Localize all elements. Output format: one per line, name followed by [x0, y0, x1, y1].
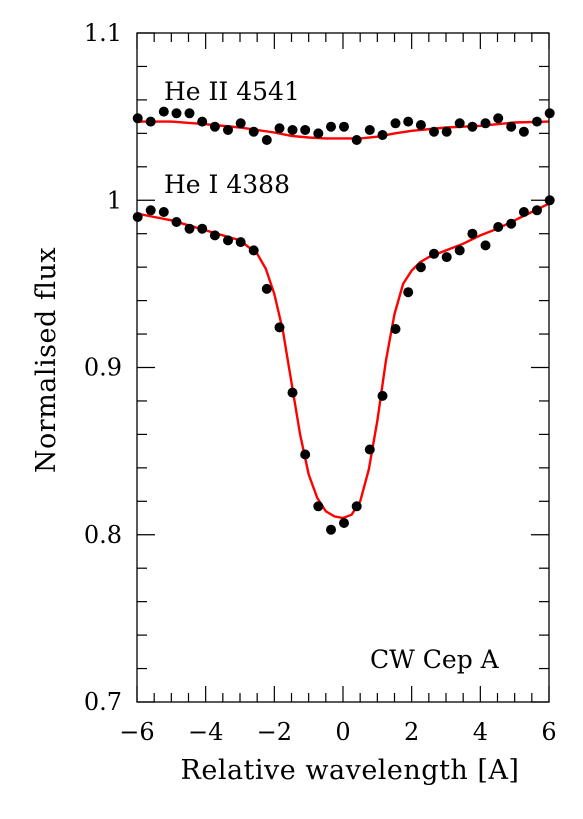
y-tick-label: 1: [107, 186, 122, 214]
data-point-he-ii-4541: [441, 126, 452, 137]
x-tick-label: −6: [119, 718, 154, 746]
data-point-he-ii-4541: [223, 125, 233, 135]
data-point-he-ii-4541: [197, 116, 208, 127]
data-point-he-i-4388: [184, 223, 195, 234]
data-point-he-i-4388: [145, 205, 156, 216]
data-point-he-ii-4541: [506, 121, 517, 132]
plot-frame: [136, 32, 550, 703]
data-point-he-i-4388: [351, 501, 362, 512]
data-point-he-ii-4541: [480, 118, 491, 129]
x-tick-label: 6: [541, 718, 556, 746]
data-point-he-ii-4541: [364, 125, 375, 135]
data-point-he-ii-4541: [454, 118, 465, 129]
data-point-he-i-4388: [377, 390, 388, 401]
y-tick-label: 0.7: [84, 688, 122, 716]
data-point-he-ii-4541: [339, 121, 349, 132]
data-point-he-ii-4541: [390, 118, 401, 129]
x-tick-label: 2: [404, 718, 419, 746]
data-point-he-ii-4541: [313, 128, 324, 139]
x-tick-label: −2: [257, 718, 292, 746]
data-point-he-i-4388: [518, 207, 529, 217]
data-point-he-ii-4541: [261, 135, 272, 145]
data-point-he-ii-4541: [158, 106, 169, 117]
y-axis-label: Normalised flux: [31, 247, 62, 473]
data-point-he-ii-4541: [518, 126, 529, 137]
y-tick-label: 0.8: [84, 521, 122, 549]
x-axis-label: Relative wavelength [A]: [181, 755, 520, 786]
x-tick-label: 0: [335, 718, 350, 746]
data-point-he-ii-4541: [532, 116, 542, 127]
data-point-he-i-4388: [158, 207, 169, 217]
data-point-he-ii-4541: [544, 108, 555, 119]
data-point-he-i-4388: [364, 444, 375, 455]
data-point-he-i-4388: [261, 283, 272, 294]
tick-labels: −6 −4 −2 0 2 4 6 0.7 0.8 0.9 1 1.1: [84, 19, 557, 746]
annotation-star-name: CW Cep A: [370, 645, 500, 674]
data-point-he-ii-4541: [493, 113, 504, 124]
data-point-he-i-4388: [415, 262, 426, 273]
data-point-he-i-4388: [248, 245, 259, 256]
data-point-he-i-4388: [339, 518, 349, 528]
data-point-he-i-4388: [454, 245, 465, 256]
data-point-he-i-4388: [506, 218, 517, 229]
data-point-he-i-4388: [493, 222, 504, 232]
data-point-he-i-4388: [441, 252, 452, 263]
x-tick-label: −4: [188, 718, 223, 746]
data-point-he-i-4388: [132, 212, 143, 222]
data-point-he-i-4388: [544, 195, 555, 206]
data-point-he-i-4388: [209, 230, 220, 241]
data-point-he-ii-4541: [300, 125, 311, 135]
data-point-he-ii-4541: [145, 116, 156, 127]
data-point-he-i-4388: [326, 524, 336, 535]
data-point-he-ii-4541: [184, 108, 195, 119]
data-point-he-i-4388: [403, 287, 414, 298]
data-point-he-i-4388: [197, 223, 208, 234]
data-point-he-ii-4541: [209, 121, 220, 132]
data-point-he-i-4388: [390, 324, 401, 334]
data-point-he-ii-4541: [403, 116, 414, 127]
data-point-he-ii-4541: [235, 118, 246, 129]
data-point-he-ii-4541: [248, 126, 259, 137]
data-point-he-i-4388: [223, 235, 233, 246]
data-point-he-i-4388: [300, 449, 311, 460]
y-tick-label: 1.1: [84, 19, 122, 47]
data-point-he-ii-4541: [351, 135, 362, 145]
data-point-he-i-4388: [274, 322, 285, 333]
data-point-he-i-4388: [235, 237, 246, 248]
data-point-he-i-4388: [467, 228, 478, 239]
y-tick-label: 0.9: [84, 354, 122, 382]
data-point-he-ii-4541: [171, 108, 182, 119]
annotation-hei-4388: He I 4388: [164, 170, 290, 199]
data-point-he-ii-4541: [326, 121, 336, 132]
data-point-he-ii-4541: [274, 123, 285, 134]
data-point-he-ii-4541: [377, 130, 388, 140]
data-point-he-i-4388: [171, 217, 182, 227]
data-point-he-ii-4541: [467, 121, 478, 132]
data-point-he-i-4388: [532, 205, 542, 216]
data-point-he-ii-4541: [132, 113, 143, 124]
x-tick-label: 4: [473, 718, 488, 746]
annotation-heii-4541: He II 4541: [164, 77, 300, 106]
observed-points: [132, 106, 555, 535]
data-point-he-ii-4541: [287, 125, 298, 135]
data-point-he-i-4388: [429, 248, 439, 259]
data-point-he-i-4388: [313, 501, 324, 512]
model-line-he-i-4388: [136, 202, 550, 520]
data-point-he-ii-4541: [429, 126, 439, 137]
data-point-he-ii-4541: [415, 120, 426, 130]
axis-ticks: [136, 32, 550, 703]
data-point-he-i-4388: [287, 387, 298, 398]
data-point-he-i-4388: [480, 240, 491, 251]
